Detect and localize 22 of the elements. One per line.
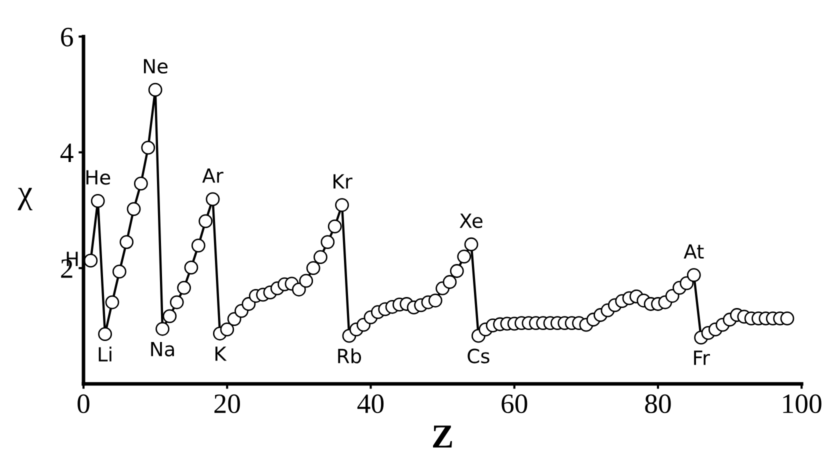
annotation: Fr — [694, 350, 710, 365]
x-tick-label: 100 — [783, 394, 822, 414]
x-axis-title: Z — [433, 426, 452, 448]
x-tick-label: 40 — [357, 394, 384, 414]
y-axis-title: χ — [18, 188, 32, 210]
annotation: Rb — [338, 348, 362, 364]
annotation: Ar — [202, 168, 224, 183]
x-tick-label: 20 — [214, 394, 240, 414]
annotation: Xe — [460, 214, 482, 228]
annotation: K — [215, 346, 227, 361]
annotation: Cs — [468, 348, 490, 364]
y-tick-label: 6 — [61, 28, 73, 46]
x-tick-label: 80 — [645, 394, 671, 414]
annotation: Ne — [144, 59, 168, 74]
x-tick-label: 60 — [502, 394, 528, 414]
annotation: Kr — [334, 174, 352, 188]
annotation: Na — [151, 342, 174, 356]
annotation: At — [684, 244, 704, 259]
y-tick-label: 4 — [60, 144, 74, 162]
annotation: Li — [98, 346, 112, 362]
x-tick-label: 0 — [78, 394, 90, 414]
annotation: He — [86, 170, 110, 185]
